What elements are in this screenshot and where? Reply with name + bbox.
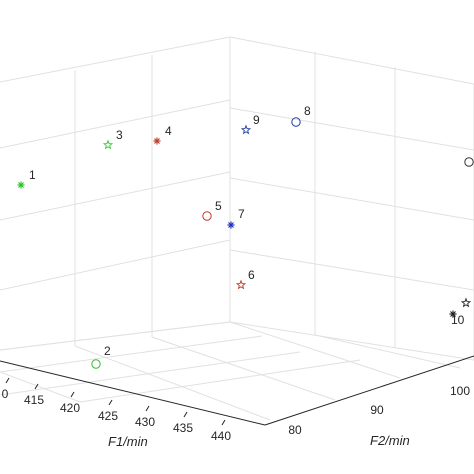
grid-line [229, 107, 474, 151]
y-tick-label: 90 [370, 403, 384, 417]
x-tick-mark [34, 383, 39, 390]
grid-line [229, 249, 474, 291]
marker-star [235, 279, 247, 290]
marker-star [102, 139, 114, 150]
data-point [153, 137, 161, 145]
marker-asterisk-stroke [450, 311, 456, 317]
y-axis-label: F2/min [370, 433, 410, 448]
marker-circle [91, 359, 101, 369]
data-point [91, 359, 101, 369]
x-tick-label: 415 [24, 393, 44, 407]
grid-line [0, 36, 231, 83]
x-tick-label: 440 [211, 429, 231, 443]
data-point [202, 211, 212, 221]
point-label: 4 [165, 124, 172, 138]
grid-line [0, 371, 81, 403]
point-label: 9 [253, 113, 260, 127]
data-point [17, 181, 25, 189]
x-tick-mark [145, 405, 150, 412]
point-label: 7 [238, 207, 245, 221]
marker-star [460, 297, 472, 308]
grid-line [0, 321, 231, 351]
grid-line [229, 321, 401, 379]
grid-line [79, 359, 361, 403]
point-label: 6 [248, 268, 255, 282]
data-point [449, 310, 457, 318]
grid-line [0, 351, 301, 396]
grid-line [151, 336, 336, 401]
x-tick-mark [108, 399, 113, 406]
point-label: 2 [104, 344, 111, 358]
data-point [291, 117, 301, 127]
grid-lines [0, 36, 474, 421]
x-axis-label: F1/min [108, 434, 148, 449]
x-tick-mark [70, 391, 75, 398]
marker-star [240, 124, 252, 135]
x-tick-label: 0 [2, 387, 9, 401]
data-point [240, 124, 252, 135]
grid-line [0, 171, 231, 221]
point-label: 1 [29, 168, 36, 182]
grid-line [0, 335, 263, 373]
data-point [460, 297, 472, 308]
y-tick-label: 80 [288, 423, 302, 437]
grid-line [229, 321, 474, 361]
data-point [464, 157, 474, 167]
grid-line [229, 177, 474, 221]
grid-line [229, 36, 474, 85]
point-label: 10 [451, 313, 465, 327]
point-label: 8 [304, 104, 311, 118]
grid-line [314, 334, 461, 369]
grid-line [0, 99, 231, 149]
x-tick-label: 420 [60, 401, 80, 415]
x-tick-label: 430 [135, 415, 155, 429]
x-tick-label: 435 [173, 421, 193, 435]
tick-labels: 0 415 420 425 430 435 440 80 90 100 [2, 377, 470, 443]
data-point [235, 279, 247, 290]
x-tick-mark [183, 411, 188, 418]
y-tick-label: 100 [450, 384, 470, 398]
marker-circle [291, 117, 301, 127]
marker-circle [464, 157, 474, 167]
data-point [227, 221, 235, 229]
grid-line [0, 239, 231, 291]
axes [0, 355, 474, 426]
y-axis-line [264, 355, 474, 426]
x-tick-label: 425 [98, 409, 118, 423]
marker-asterisk-stroke [228, 222, 234, 228]
marker-asterisk-stroke [18, 182, 24, 188]
point-label: 5 [215, 199, 222, 213]
x-axis-line [0, 360, 266, 426]
marker-asterisk-stroke [154, 138, 160, 144]
x-tick-mark [5, 377, 10, 384]
data-points: 1 2 3 4 5 6 7 8 9 10 [17, 104, 474, 369]
marker-circle [202, 211, 212, 221]
point-label: 3 [116, 128, 123, 142]
grid-line [74, 345, 271, 421]
data-point [102, 139, 114, 150]
x-tick-mark [221, 419, 226, 426]
